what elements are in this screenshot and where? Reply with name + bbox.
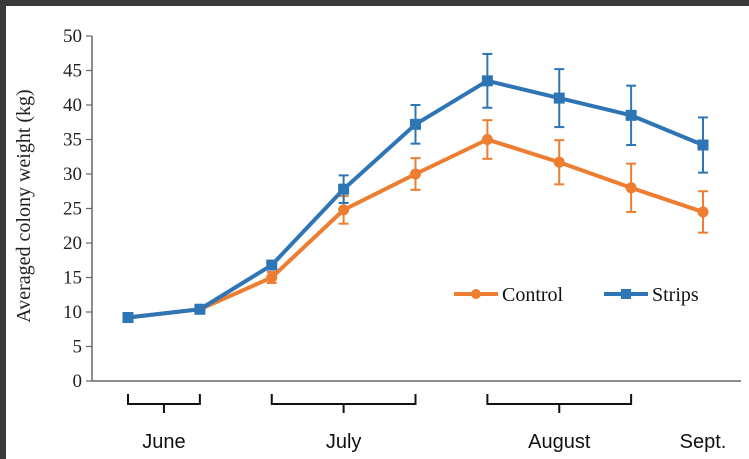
y-tick-label: 50 [63, 26, 82, 47]
axes [86, 35, 741, 382]
month-label: Sept. [680, 431, 727, 453]
y-tick-label: 15 [63, 268, 82, 289]
y-tick-label: 5 [73, 337, 83, 358]
data-point [122, 312, 134, 324]
y-axis-label: Averaged colony weight (kg) [13, 89, 35, 322]
series-control [122, 119, 709, 324]
data-point [481, 75, 493, 87]
line-chart: 0 5 10 15 20 25 30 35 40 45 50 Averaged colony wei… [13, 26, 741, 453]
data-point [266, 259, 278, 271]
month-bracket [127, 394, 201, 413]
month-group-august: August [486, 394, 633, 453]
month-label: July [326, 431, 362, 453]
y-tick-label: 10 [63, 302, 82, 323]
legend-label: Control [502, 284, 564, 306]
month-groups: June July August Sept. [127, 394, 727, 453]
legend: Control Strips [454, 284, 699, 306]
month-bracket [486, 394, 633, 413]
legend-item-control: Control [454, 284, 564, 306]
data-point [338, 183, 350, 195]
y-tick-labels: 0 5 10 15 20 25 30 35 40 45 50 [63, 26, 82, 392]
chart-frame: 0 5 10 15 20 25 30 35 40 45 50 Averaged colony wei… [6, 6, 749, 459]
series-layer [122, 52, 709, 324]
y-tick-label: 30 [63, 164, 82, 185]
data-point [553, 92, 565, 104]
month-label: August [528, 431, 591, 453]
data-point [697, 139, 709, 151]
y-tick-label: 45 [63, 61, 82, 82]
data-point [194, 303, 206, 315]
month-label: June [142, 431, 185, 453]
data-point [625, 182, 637, 194]
legend-item-strips: Strips [604, 284, 699, 306]
month-group-july: July [270, 394, 417, 453]
series-strips [122, 52, 709, 324]
data-point [697, 206, 709, 218]
y-tick-label: 20 [63, 233, 82, 254]
data-point [481, 134, 493, 145]
y-tick-label: 25 [63, 199, 82, 220]
legend-marker [471, 289, 481, 299]
legend-label: Strips [652, 284, 699, 306]
y-tick-label: 40 [63, 95, 82, 116]
month-group-june: June [127, 394, 201, 453]
data-point [410, 118, 421, 130]
data-point [410, 168, 421, 180]
month-group-sept: Sept. [680, 431, 727, 453]
legend-marker [621, 289, 631, 299]
data-point [266, 272, 278, 283]
month-bracket [270, 394, 417, 413]
data-point [553, 156, 565, 168]
y-tick-label: 0 [73, 371, 83, 392]
y-tick-label: 35 [63, 130, 82, 151]
data-point [338, 204, 350, 216]
data-point [625, 109, 637, 121]
